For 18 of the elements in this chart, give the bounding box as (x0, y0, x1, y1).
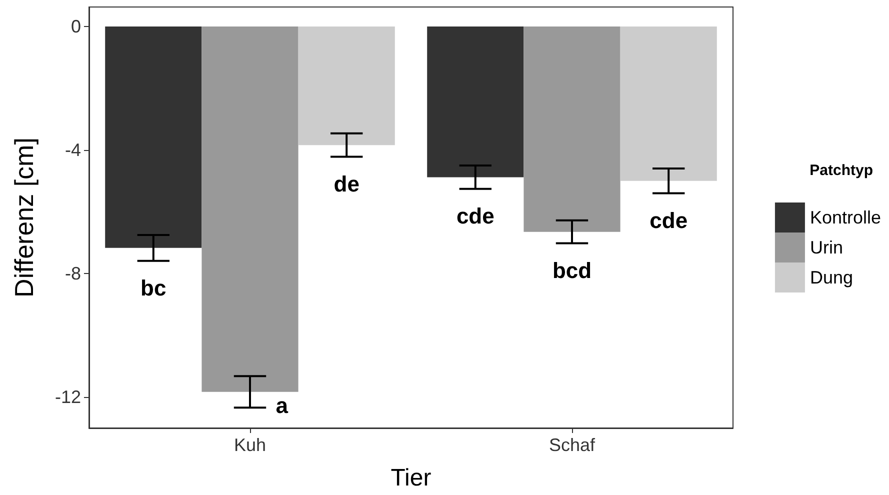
y-tick-label: -12 (54, 387, 81, 408)
x-tick-label: Schaf (548, 435, 596, 455)
legend-label: Urin (810, 238, 843, 258)
legend-label: Dung (810, 268, 853, 288)
y-tick-label: -8 (64, 264, 81, 284)
annotation: bcd (552, 258, 592, 283)
annotation: cde (456, 203, 494, 228)
x-tick-label: Kuh (234, 435, 266, 455)
x-axis-title: Tier (390, 464, 432, 492)
legend-label: Kontrolle (810, 208, 882, 228)
legend-title: Patchtyp (810, 162, 874, 179)
y-axis-title: Differenz [cm] (9, 138, 39, 298)
annotation: de (334, 171, 360, 196)
annotation: a (276, 393, 289, 418)
y-tick-label: 0 (70, 16, 81, 36)
y-tick-label: -4 (64, 140, 81, 160)
annotation: cde (650, 208, 688, 233)
annotation: bc (140, 275, 166, 300)
